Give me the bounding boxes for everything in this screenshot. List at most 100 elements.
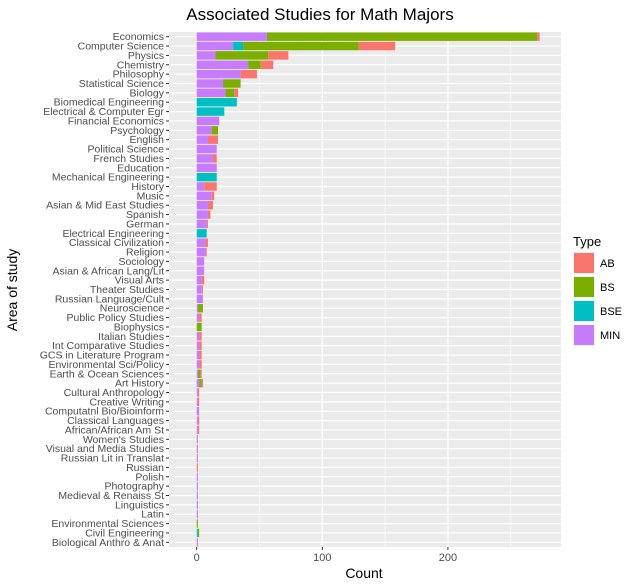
bar-segment-ab <box>199 350 202 360</box>
bar-segment-ab <box>260 60 274 69</box>
bar-segment-ab <box>207 210 211 219</box>
category-label: Computer Science <box>78 41 165 53</box>
legend-swatch-bse <box>574 301 594 321</box>
bar-segment-bse <box>196 172 217 182</box>
bar-segment-min <box>196 472 198 481</box>
bar-segment-min <box>196 210 208 219</box>
x-axis-ticks: 0 100 200 <box>194 547 457 564</box>
bar-segment-bs <box>199 378 202 388</box>
bar-segment-bse <box>196 528 198 538</box>
bar-segment-min <box>196 425 198 435</box>
bar-segment-ab <box>207 135 218 144</box>
category-label: English <box>130 134 165 146</box>
category-label: Neuroscience <box>100 303 164 315</box>
bar-segment-min <box>196 257 205 266</box>
bar-segment-bs <box>243 41 359 51</box>
legend-title: Type <box>573 234 601 249</box>
bar-segment-min <box>196 453 198 463</box>
bar-segment-min <box>196 500 198 510</box>
x-axis-title: Count <box>345 565 382 581</box>
x-tick-label: 0 <box>194 552 200 564</box>
bar-segment-bs <box>196 519 198 528</box>
category-label: Earth & Ocean Sciences <box>50 368 164 380</box>
bar-segment-ab <box>205 238 208 247</box>
bar-segment-min <box>196 191 212 201</box>
category-label: German <box>126 218 164 230</box>
legend-label: AB <box>600 258 615 270</box>
bar-segment-ab <box>240 69 257 79</box>
bar-segment-min <box>196 135 208 144</box>
bar-segment-ab <box>358 41 396 51</box>
category-label: Financial Economics <box>68 115 164 127</box>
bar-segment-bs <box>215 51 269 60</box>
bar-segment-bs <box>197 369 201 378</box>
legend-label: BSE <box>600 306 622 318</box>
bar-segment-min <box>196 51 216 60</box>
category-label: Biology <box>130 87 165 99</box>
bar-segment-min <box>196 32 267 41</box>
bar-segment-ab <box>234 88 239 98</box>
category-label: Biological Anthro & Anat <box>52 537 164 549</box>
bar-segment-min <box>196 41 234 51</box>
bar-segment-ab <box>199 313 202 322</box>
category-label: Biophysics <box>114 321 164 333</box>
bar-segment-min <box>196 163 217 172</box>
bar-segment-ab <box>197 397 200 407</box>
category-label: Asian & African Lang/Lit <box>53 265 165 277</box>
category-label: Music <box>137 190 164 202</box>
category-label: Sociology <box>118 256 164 268</box>
category-label: Asian & Mid East Studies <box>46 200 164 212</box>
category-label: Spanish <box>126 209 164 221</box>
bar-segment-ab <box>212 154 217 163</box>
category-label: Electrical Engineering <box>62 228 164 240</box>
legend-swatch-ab <box>574 253 594 273</box>
bar-segment-min <box>196 294 203 304</box>
category-label: Theater Studies <box>90 284 164 296</box>
category-label: Economics <box>113 31 164 43</box>
bar-segment-ab <box>204 182 217 191</box>
category-label: GCS in Literature Program <box>40 350 165 362</box>
category-label: Computatnl Bio/Bioinform <box>45 406 164 418</box>
bar-segment-bs <box>211 126 218 135</box>
bar-segment-min <box>196 116 220 126</box>
bar-segment-min <box>196 275 202 285</box>
category-label: Chemistry <box>117 59 165 71</box>
category-label: Visual and Media Studies <box>46 443 164 455</box>
category-label: French Studies <box>93 153 164 165</box>
category-label: Biomedical Engineering <box>54 97 164 109</box>
bar-segment-min <box>196 435 198 444</box>
category-label: Photography <box>104 481 164 493</box>
bar-segment-min <box>196 416 198 425</box>
bar-segment-min <box>196 350 200 360</box>
category-label: Religion <box>126 247 164 259</box>
category-label: Statistical Science <box>79 78 164 90</box>
bar-segment-ab <box>205 247 207 257</box>
category-label: Environmental Sci/Policy <box>48 359 164 371</box>
bar-segment-bse <box>196 107 225 116</box>
bar-segment-bs <box>197 528 200 538</box>
bar-segment-min <box>196 510 198 519</box>
bar-segment-ab <box>211 191 215 201</box>
category-label: Visual Arts <box>115 275 164 287</box>
bar-segment-bse <box>196 98 237 107</box>
bar-segment-min <box>196 491 198 500</box>
category-label: Cultural Anthropology <box>64 387 165 399</box>
bar-segment-min <box>196 79 224 88</box>
category-label: Environmental Sciences <box>51 518 164 530</box>
category-label: Latin <box>141 509 164 521</box>
bar-segment-ab <box>206 219 208 229</box>
bar-segment-min <box>196 538 198 547</box>
bar-segment-min <box>196 60 249 69</box>
bar-segment-ab <box>201 285 203 294</box>
category-label: Physics <box>128 50 164 62</box>
category-label: Creative Writing <box>90 396 165 408</box>
bar-segment-min <box>196 238 206 247</box>
category-label: Civil Engineering <box>85 527 164 539</box>
bar-segment-ab <box>201 378 203 388</box>
bar-segment-bs <box>267 32 538 41</box>
legend-label: BS <box>600 282 615 294</box>
x-tick-label: 200 <box>439 552 457 564</box>
bar-segment-bs <box>223 79 241 88</box>
